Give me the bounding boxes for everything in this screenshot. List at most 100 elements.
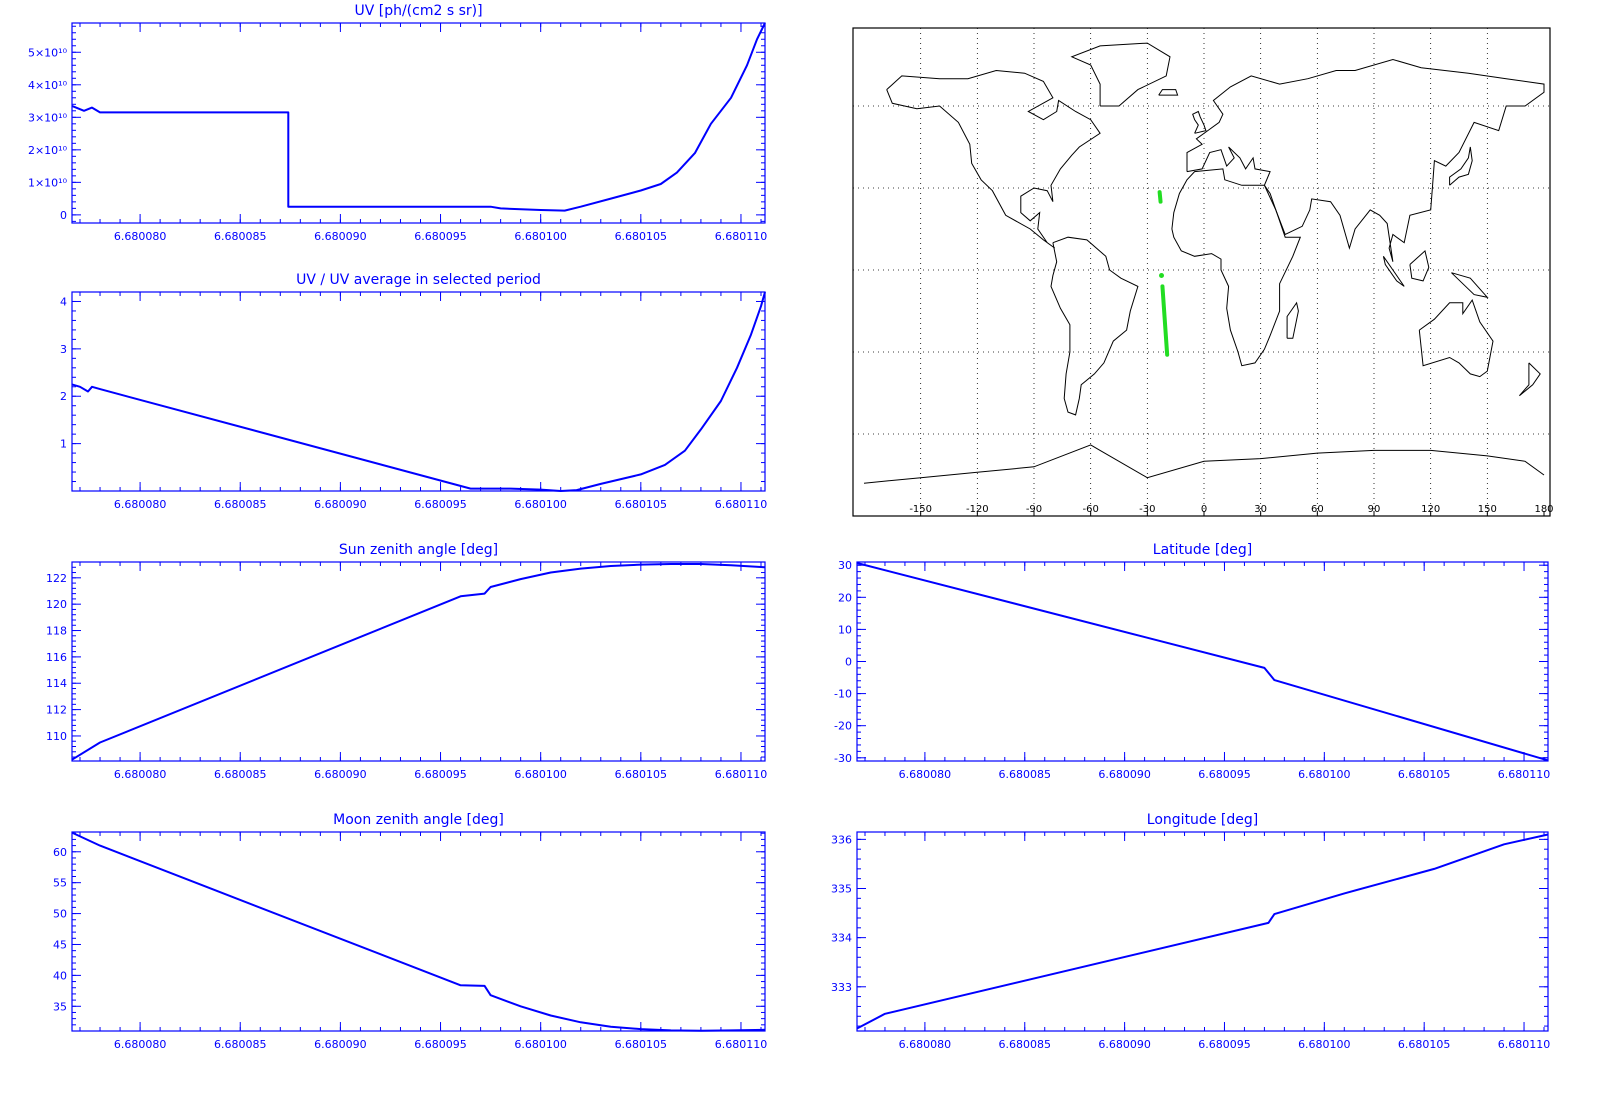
x-tick-label: 6.680095 [414,1038,467,1051]
chart-panel-4: Moon zenith angle [deg] 6.680080 6.680085 6… [53,812,767,1051]
x-tick-label: 6.680080 [114,498,167,511]
y-tick-label: 60 [53,846,67,859]
chart-title: Sun zenith angle [deg] [339,542,498,558]
y-tick-label: -30 [834,752,852,765]
x-tick-label: 6.680085 [214,230,267,243]
x-tick-label: 6.680100 [514,230,567,243]
x-tick-label: 6.680110 [715,1038,768,1051]
y-tick-label: 333 [831,981,852,994]
coastline [1186,58,1545,262]
plot-frame [71,561,766,762]
x-tick-label: 6.680100 [1298,1038,1351,1051]
series-line [71,22,766,212]
lon-tick-label: -120 [966,504,989,515]
plot-frame [71,291,766,492]
y-tick-label: 4 [60,295,67,308]
coastline [1192,110,1207,134]
y-tick-label: 114 [46,677,67,690]
y-tick-label: 30 [838,559,852,572]
lon-tick-label: -90 [1026,504,1042,515]
y-tick-label: 1×10¹⁰ [28,176,68,189]
x-tick-label: 6.680105 [1398,768,1451,781]
lon-tick-label: -150 [909,504,932,515]
coastline [863,444,1545,484]
chart-title: Moon zenith angle [deg] [333,812,504,828]
series-line [856,562,1549,762]
x-tick-label: 6.680080 [899,1038,952,1051]
x-tick-label: 6.680100 [1298,768,1351,781]
x-tick-label: 6.680105 [615,230,668,243]
y-tick-label: 4×10¹⁰ [28,79,68,92]
x-tick-label: 6.680095 [1198,1038,1251,1051]
y-tick-label: 335 [831,883,852,896]
coastline [1070,42,1171,107]
coastline [1409,249,1430,282]
coastline [1158,89,1179,96]
coastline [1050,236,1139,416]
x-tick-label: 6.680105 [615,498,668,511]
x-tick-label: 6.680110 [1498,768,1551,781]
plot-frame [71,831,766,1032]
coastline [1519,362,1541,397]
x-tick-label: 6.680080 [114,1038,167,1051]
series-line [71,291,766,492]
chart-panel-2: UV / UV average in selected period 6.6800… [60,272,767,511]
y-tick-label: 116 [46,651,67,664]
x-tick-label: 6.680085 [214,1038,267,1051]
x-tick-label: 6.680100 [514,1038,567,1051]
plot-frame [71,22,766,224]
y-tick-label: -10 [834,688,852,701]
coastline [1382,256,1405,287]
chart-panel-5: Latitude [deg] 6.680080 6.680085 6.680090 6.… [834,542,1550,781]
x-tick-label: 6.680095 [414,768,467,781]
x-tick-label: 6.680110 [715,498,768,511]
x-tick-label: 6.680080 [114,230,167,243]
map-frame [852,27,1551,517]
y-tick-label: 2 [60,390,67,403]
y-tick-label: 1 [60,438,67,451]
x-tick-label: 6.680095 [1198,768,1251,781]
y-tick-label: 3 [60,343,67,356]
lon-tick-label: 90 [1368,504,1381,515]
coastline [1286,301,1299,339]
chart-title: Longitude [deg] [1147,812,1258,828]
coastline [1449,146,1473,186]
y-tick-label: 334 [831,932,852,945]
x-tick-label: 6.680080 [899,768,952,781]
x-tick-label: 6.680095 [414,498,467,511]
x-tick-label: 6.680085 [214,768,267,781]
x-tick-label: 6.680105 [615,768,668,781]
lon-tick-label: 120 [1421,504,1440,515]
y-tick-label: 3×10¹⁰ [28,111,68,124]
x-tick-label: 6.680090 [314,768,367,781]
chart-panel-1: UV [ph/(cm2 s sr)] 6.680080 6.680085 6.6800… [28,3,767,243]
lon-tick-label: 60 [1311,504,1324,515]
x-tick-label: 6.680105 [615,1038,668,1051]
x-tick-label: 6.680090 [314,498,367,511]
world-map: -150 -120 -90 -60 -30 0 30 60 90 120 150 180 [852,27,1554,517]
y-tick-label: 10 [838,623,852,636]
lon-tick-label: -60 [1082,504,1098,515]
charts: UV [ph/(cm2 s sr)] 6.680080 6.680085 6.6800… [28,3,1550,1051]
chart-title: UV / UV average in selected period [296,272,541,288]
y-tick-label: 40 [53,969,67,982]
x-tick-label: 6.680110 [715,230,768,243]
lon-tick-label: 150 [1478,504,1497,515]
lon-tick-label: -30 [1139,504,1155,515]
y-tick-label: 112 [46,704,67,717]
y-tick-label: -20 [834,720,852,733]
chart-panel-3: Sun zenith angle [deg] 6.680080 6.680085 6.… [46,542,767,781]
y-tick-label: 20 [838,591,852,604]
y-tick-label: 50 [53,908,67,921]
plot-frame [856,561,1549,762]
series-line [71,563,766,761]
x-tick-label: 6.680100 [514,498,567,511]
x-tick-label: 6.680090 [314,1038,367,1051]
x-tick-label: 6.680085 [999,768,1052,781]
chart-title: UV [ph/(cm2 s sr)] [354,3,482,19]
x-tick-label: 6.680090 [1098,768,1151,781]
x-tick-label: 6.680110 [1498,1038,1551,1051]
ground-track-segment [1157,190,1163,204]
y-tick-label: 110 [46,730,67,743]
